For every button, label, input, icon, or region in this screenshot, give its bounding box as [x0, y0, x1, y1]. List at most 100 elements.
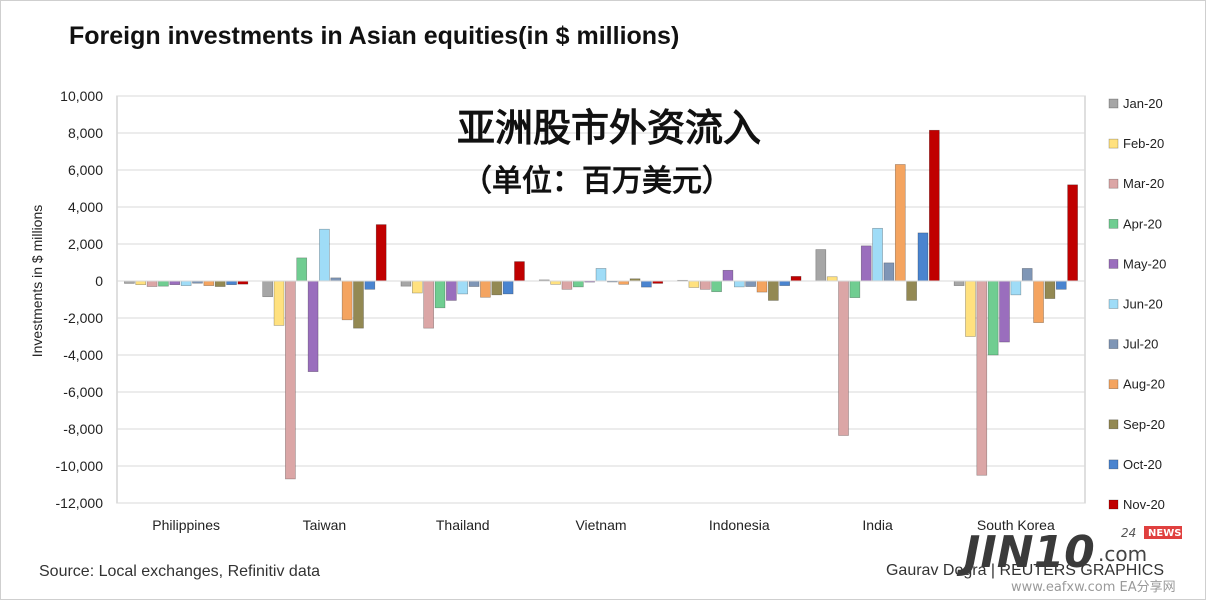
bar-nov-20-thailand	[514, 261, 525, 282]
legend-swatch	[1108, 379, 1119, 390]
bar-jan-20-taiwan	[262, 280, 273, 298]
bar-jun-20-taiwan	[319, 228, 330, 282]
watermark-brand-suffix: .com	[1098, 542, 1147, 566]
legend-label: Sep-20	[1123, 417, 1165, 432]
bar-mar-20-thailand	[423, 280, 434, 329]
bar-oct-20-south-korea	[1055, 280, 1067, 290]
watermark-news-badge	[1144, 526, 1182, 539]
legend-swatch	[1108, 98, 1119, 109]
bar-sep-20-south-korea	[1044, 280, 1056, 299]
bar-oct-20-indonesia	[779, 280, 790, 286]
y-axis-ticks: 10,000 8,000 6,000 4,000 2,000 0 -2,000 -4,000 -…	[56, 88, 104, 511]
legend-swatch	[1108, 499, 1119, 510]
watermark-brand: JIN10	[956, 527, 1095, 578]
watermark-tag-24: 24	[1121, 526, 1136, 540]
bar-jun-20-thailand	[457, 280, 469, 295]
bar-aug-20-india	[894, 164, 906, 282]
bar-apr-20-taiwan	[296, 257, 308, 282]
bar-feb-20-south-korea	[965, 280, 976, 337]
x-axis-categories: Philippines Taiwan Thailand Vietnam Indonesi…	[152, 517, 1055, 533]
bar-jun-20-india	[872, 227, 883, 282]
bar-may-20-taiwan	[307, 280, 319, 372]
y-tick-label: -4,000	[63, 347, 103, 363]
y-tick-label: -8,000	[63, 421, 103, 437]
bar-jul-20-thailand	[468, 280, 480, 287]
bar-feb-20-thailand	[412, 280, 423, 294]
watermark-news-text: NEWS	[1148, 528, 1181, 539]
source-note: Source: Local exchanges, Refinitiv data	[39, 563, 320, 580]
bar-mar-20-philippines	[146, 280, 158, 287]
legend-label: Nov-20	[1123, 497, 1165, 512]
bar-apr-20-philippines	[158, 280, 169, 287]
bar-may-20-south-korea	[999, 280, 1010, 343]
legend-swatch	[1108, 219, 1119, 229]
y-tick-label: 2,000	[68, 236, 103, 252]
bar-feb-20-taiwan	[273, 280, 285, 326]
overlay-subtitle: （单位：百万美元）	[462, 164, 732, 199]
legend-label: Feb-20	[1123, 136, 1164, 151]
legend-label: Aug-20	[1123, 377, 1165, 392]
bar-apr-20-south-korea	[987, 280, 999, 356]
legend-label: Jul-20	[1123, 337, 1158, 352]
legend-swatch	[1108, 419, 1119, 430]
legend: Jan-20 Feb-20 Mar-20 Apr-20 May-20 Jun-20 Jul-…	[1108, 96, 1166, 512]
bar-mar-20-taiwan	[285, 280, 296, 480]
plot-area	[116, 95, 1086, 504]
bar-aug-20-philippines	[203, 280, 215, 286]
bar-nov-20-india	[929, 129, 940, 282]
x-category-label: Thailand	[436, 517, 490, 533]
bar-jan-20-south-korea	[953, 280, 965, 286]
y-tick-label: 8,000	[68, 125, 103, 141]
bar-jul-20-india	[883, 262, 895, 282]
bar-jan-20-thailand	[400, 280, 412, 287]
y-tick-label: 6,000	[68, 162, 103, 178]
y-tick-label: -6,000	[63, 384, 103, 400]
bar-sep-20-indonesia	[768, 280, 779, 301]
y-tick-label: 0	[95, 273, 103, 289]
y-tick-label: -10,000	[56, 458, 104, 474]
bar-jul-20-indonesia	[745, 280, 756, 287]
bar-aug-20-indonesia	[756, 280, 768, 293]
bar-jan-20-india	[815, 249, 827, 282]
bar-may-20-thailand	[446, 280, 457, 301]
legend-swatch	[1108, 259, 1119, 269]
legend-swatch	[1108, 299, 1119, 309]
legend-swatch	[1108, 459, 1119, 470]
bar-feb-20-india	[826, 276, 838, 282]
bar-oct-20-taiwan	[364, 280, 376, 290]
bar-oct-20-philippines	[226, 280, 237, 286]
bar-nov-20-indonesia	[790, 276, 802, 282]
x-category-label: India	[862, 517, 893, 533]
legend-swatch	[1108, 138, 1119, 149]
bar-jun-20-south-korea	[1010, 280, 1022, 296]
legend-label: Mar-20	[1123, 176, 1164, 191]
bar-apr-20-indonesia	[711, 280, 722, 293]
x-category-label: South Korea	[977, 517, 1055, 533]
legend-label: Jan-20	[1123, 96, 1163, 111]
bar-apr-20-thailand	[434, 280, 446, 309]
bar-mar-20-indonesia	[699, 280, 711, 290]
legend-label: Oct-20	[1123, 457, 1162, 472]
legend-swatch	[1108, 339, 1119, 349]
bar-mar-20-south-korea	[976, 280, 988, 476]
x-category-label: Indonesia	[709, 517, 770, 533]
legend-label: Apr-20	[1123, 216, 1162, 231]
overlay-title: 亚洲股市外资流入	[457, 105, 761, 150]
watermark: JIN10 .com 24 NEWS www.eafxw.com EA分享网	[956, 526, 1182, 595]
bar-may-20-indonesia	[722, 269, 734, 282]
y-tick-label: -12,000	[56, 495, 104, 511]
bar-may-20-philippines	[169, 280, 181, 286]
bar-oct-20-vietnam	[641, 280, 652, 288]
bar-feb-20-philippines	[135, 280, 147, 286]
bar-jul-20-south-korea	[1021, 268, 1033, 282]
bar-aug-20-taiwan	[341, 280, 353, 321]
bar-mar-20-india	[838, 280, 849, 436]
x-category-label: Philippines	[152, 517, 220, 533]
y-tick-label: 10,000	[60, 88, 103, 104]
watermark-site: www.eafxw.com EA分享网	[1011, 579, 1176, 595]
bar-sep-20-thailand	[491, 280, 503, 296]
y-axis-label: Investments in $ millions	[29, 205, 45, 358]
bar-apr-20-vietnam	[572, 280, 584, 288]
